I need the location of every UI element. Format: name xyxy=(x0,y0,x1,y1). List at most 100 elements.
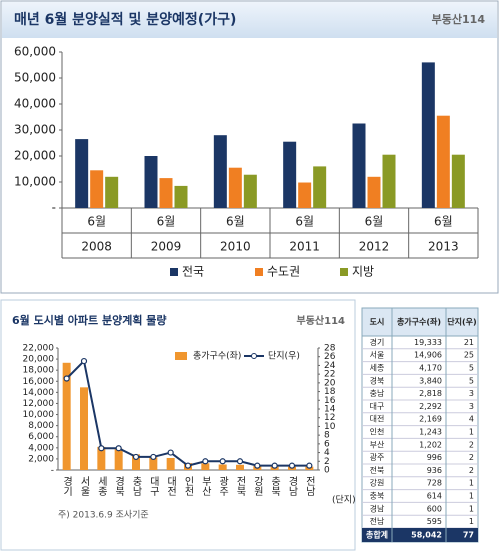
bar xyxy=(421,62,435,209)
table-cell: 3 xyxy=(469,389,474,398)
table-cell: 충남 xyxy=(370,389,385,398)
bar xyxy=(201,463,210,470)
y-tick-label: 14,000 xyxy=(23,388,55,398)
table-cell: 부산 xyxy=(370,439,385,449)
x-tick-label: 2008 xyxy=(81,240,112,254)
point xyxy=(98,445,105,452)
x-tick-label: 6월 xyxy=(365,215,384,229)
point xyxy=(254,462,261,469)
y2-tick-label: 18 xyxy=(324,387,336,397)
y-tick-label: 50,000 xyxy=(14,71,56,85)
logo: 부동산114 xyxy=(297,314,346,327)
table-cell: 1,243 xyxy=(419,428,442,437)
y-tick-label: 60,000 xyxy=(14,45,56,59)
x-tick-label: 2009 xyxy=(151,240,182,254)
table-cell: 595 xyxy=(427,517,442,526)
bar xyxy=(367,176,381,208)
note: 주) 2013.6.9 조사기준 xyxy=(58,510,149,521)
bar xyxy=(75,139,89,208)
point xyxy=(167,449,174,456)
x-tick-label: 6월 xyxy=(295,215,314,229)
table-total: 총합계 xyxy=(366,530,388,540)
table-cell: 경기 xyxy=(370,337,385,347)
table-cell: 광주 xyxy=(370,452,385,462)
y-tick-label: 20,000 xyxy=(14,149,56,163)
legend-marker xyxy=(251,353,257,359)
x-tick-label: 경북 xyxy=(113,475,125,497)
x-tick-label: 경기 xyxy=(61,475,73,497)
table-cell: 2 xyxy=(469,453,474,462)
y-tick-label: 30,000 xyxy=(14,123,56,137)
table-cell: 3 xyxy=(469,402,474,411)
y-tick-label: 4,000 xyxy=(28,443,54,453)
chart-title: 6월 도시별 아파트 분양계획 물량 xyxy=(12,313,167,327)
table-header: 총가구수(좌) xyxy=(397,317,441,327)
table-cell: 2,818 xyxy=(419,389,442,398)
table-cell: 서울 xyxy=(370,351,385,360)
bar xyxy=(132,454,140,470)
x-tick-label: 인천 xyxy=(182,476,194,496)
table-cell: 5 xyxy=(469,364,474,373)
bar xyxy=(90,170,104,208)
legend-label: 수도권 xyxy=(267,265,300,279)
point xyxy=(288,462,296,469)
legend-swatch xyxy=(175,352,187,360)
x-tick-label: 6월 xyxy=(87,215,106,229)
x-tick-label: 경남 xyxy=(286,475,298,496)
y2-tick-label: 4 xyxy=(324,448,330,458)
table-cell: 1 xyxy=(469,517,474,526)
legend-swatch xyxy=(255,268,263,276)
bar xyxy=(352,123,366,208)
point xyxy=(236,458,244,465)
legend-label: 단지(우) xyxy=(268,351,300,362)
point xyxy=(306,462,313,469)
y-tick-label: 2,000 xyxy=(28,454,54,464)
legend-label: 총가구수(좌) xyxy=(193,351,241,362)
bar xyxy=(313,166,327,208)
y-tick-label: - xyxy=(51,466,54,476)
bar xyxy=(243,174,257,208)
table-cell: 인천 xyxy=(370,427,385,437)
bar xyxy=(236,464,244,470)
y-tick-label: 12,000 xyxy=(23,399,55,409)
x-tick-label: 충북 xyxy=(269,476,281,497)
table-cell: 경남 xyxy=(370,503,385,513)
table-cell: 2,169 xyxy=(419,415,442,424)
table-cell: 1 xyxy=(469,492,474,501)
table-cell: 3,840 xyxy=(419,376,442,385)
x-tick-label: 6월 xyxy=(434,215,453,229)
x-tick-label: 강원 xyxy=(251,476,263,496)
legend-swatch xyxy=(340,268,348,276)
table-cell: 대구 xyxy=(370,402,385,411)
point xyxy=(184,462,192,469)
y2-tick-label: 22 xyxy=(324,370,335,380)
bar xyxy=(228,167,242,208)
table-cell: 1,202 xyxy=(419,440,442,449)
table-cell: 614 xyxy=(427,492,442,501)
y-tick-label: 22,000 xyxy=(23,344,55,354)
table-cell: 996 xyxy=(427,453,442,462)
x-tick-label: 6월 xyxy=(226,215,245,229)
bar xyxy=(218,464,227,470)
legend-swatch xyxy=(170,268,178,276)
table-cell: 2,292 xyxy=(419,402,442,411)
bar xyxy=(80,387,88,470)
table-total-bg xyxy=(362,528,478,542)
y-tick-label: 18,000 xyxy=(23,366,55,376)
bar xyxy=(283,141,297,208)
bar xyxy=(382,154,396,208)
table-cell: 1 xyxy=(469,479,474,488)
bar xyxy=(166,457,175,470)
table-cell: 936 xyxy=(427,466,442,475)
point xyxy=(219,458,226,465)
bar xyxy=(213,135,227,208)
table-cell: 728 xyxy=(427,479,442,488)
table-cell: 세종 xyxy=(370,364,385,373)
point xyxy=(202,458,209,465)
y2-tick-label: 0 xyxy=(324,466,330,476)
title-bar xyxy=(2,2,497,38)
bar xyxy=(159,178,173,208)
bar xyxy=(144,156,158,208)
table-bg xyxy=(361,307,479,543)
